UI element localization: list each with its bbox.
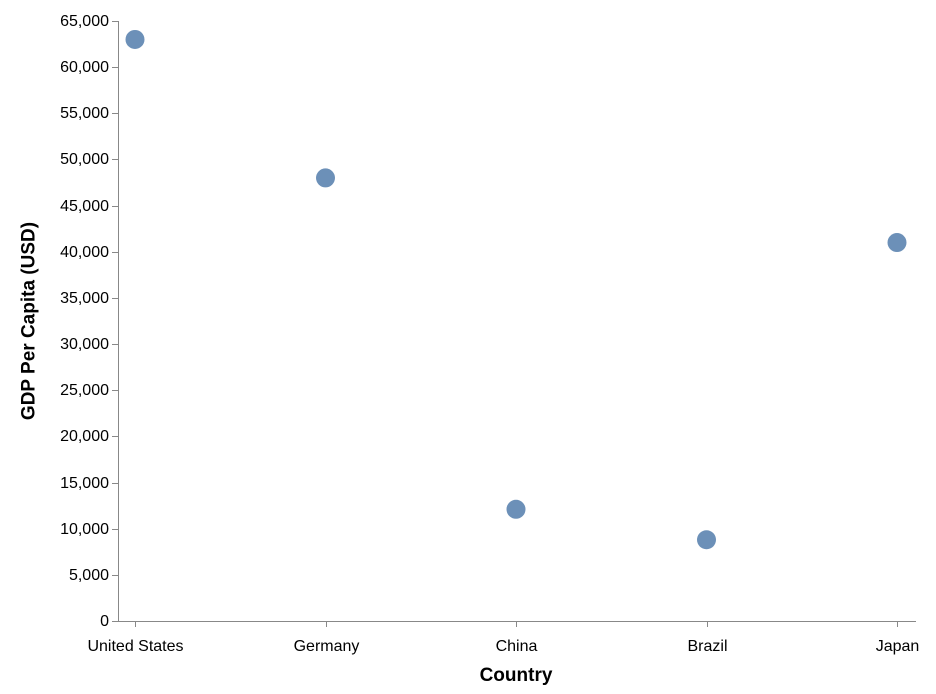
data-point [697,530,716,550]
data-point [506,499,526,519]
x-tick-label: China [496,638,538,655]
data-points [125,29,907,550]
y-tick-label: 0 [100,613,109,630]
x-axis: United States Germany China Brazil Japan [87,621,919,655]
data-point [125,29,145,49]
y-tick-label: 65,000 [60,13,109,30]
y-tick-label: 35,000 [60,290,109,307]
y-tick-label: 45,000 [60,198,109,215]
y-tick-label: 15,000 [60,475,109,492]
data-point [316,168,335,188]
y-tick-label: 20,000 [60,428,109,445]
x-tick-label: Germany [294,638,360,655]
x-tick-label: Brazil [687,638,727,655]
x-axis-title: Country [480,665,553,686]
y-tick-label: 25,000 [60,382,109,399]
y-tick-label: 50,000 [60,151,109,168]
y-axis: 0 5,000 10,000 15,000 20,000 25,000 30,000 35,0… [60,13,119,630]
y-tick-label: 40,000 [60,244,109,261]
x-tick-label: United States [87,638,183,655]
data-point [887,233,907,253]
y-tick-label: 5,000 [69,567,109,584]
y-tick-label: 10,000 [60,521,109,538]
y-tick-label: 30,000 [60,336,109,353]
y-tick-label: 60,000 [60,59,109,76]
y-tick-label: 55,000 [60,105,109,122]
y-axis-title: GDP Per Capita (USD) [19,222,40,420]
x-tick-label: Japan [876,638,920,655]
